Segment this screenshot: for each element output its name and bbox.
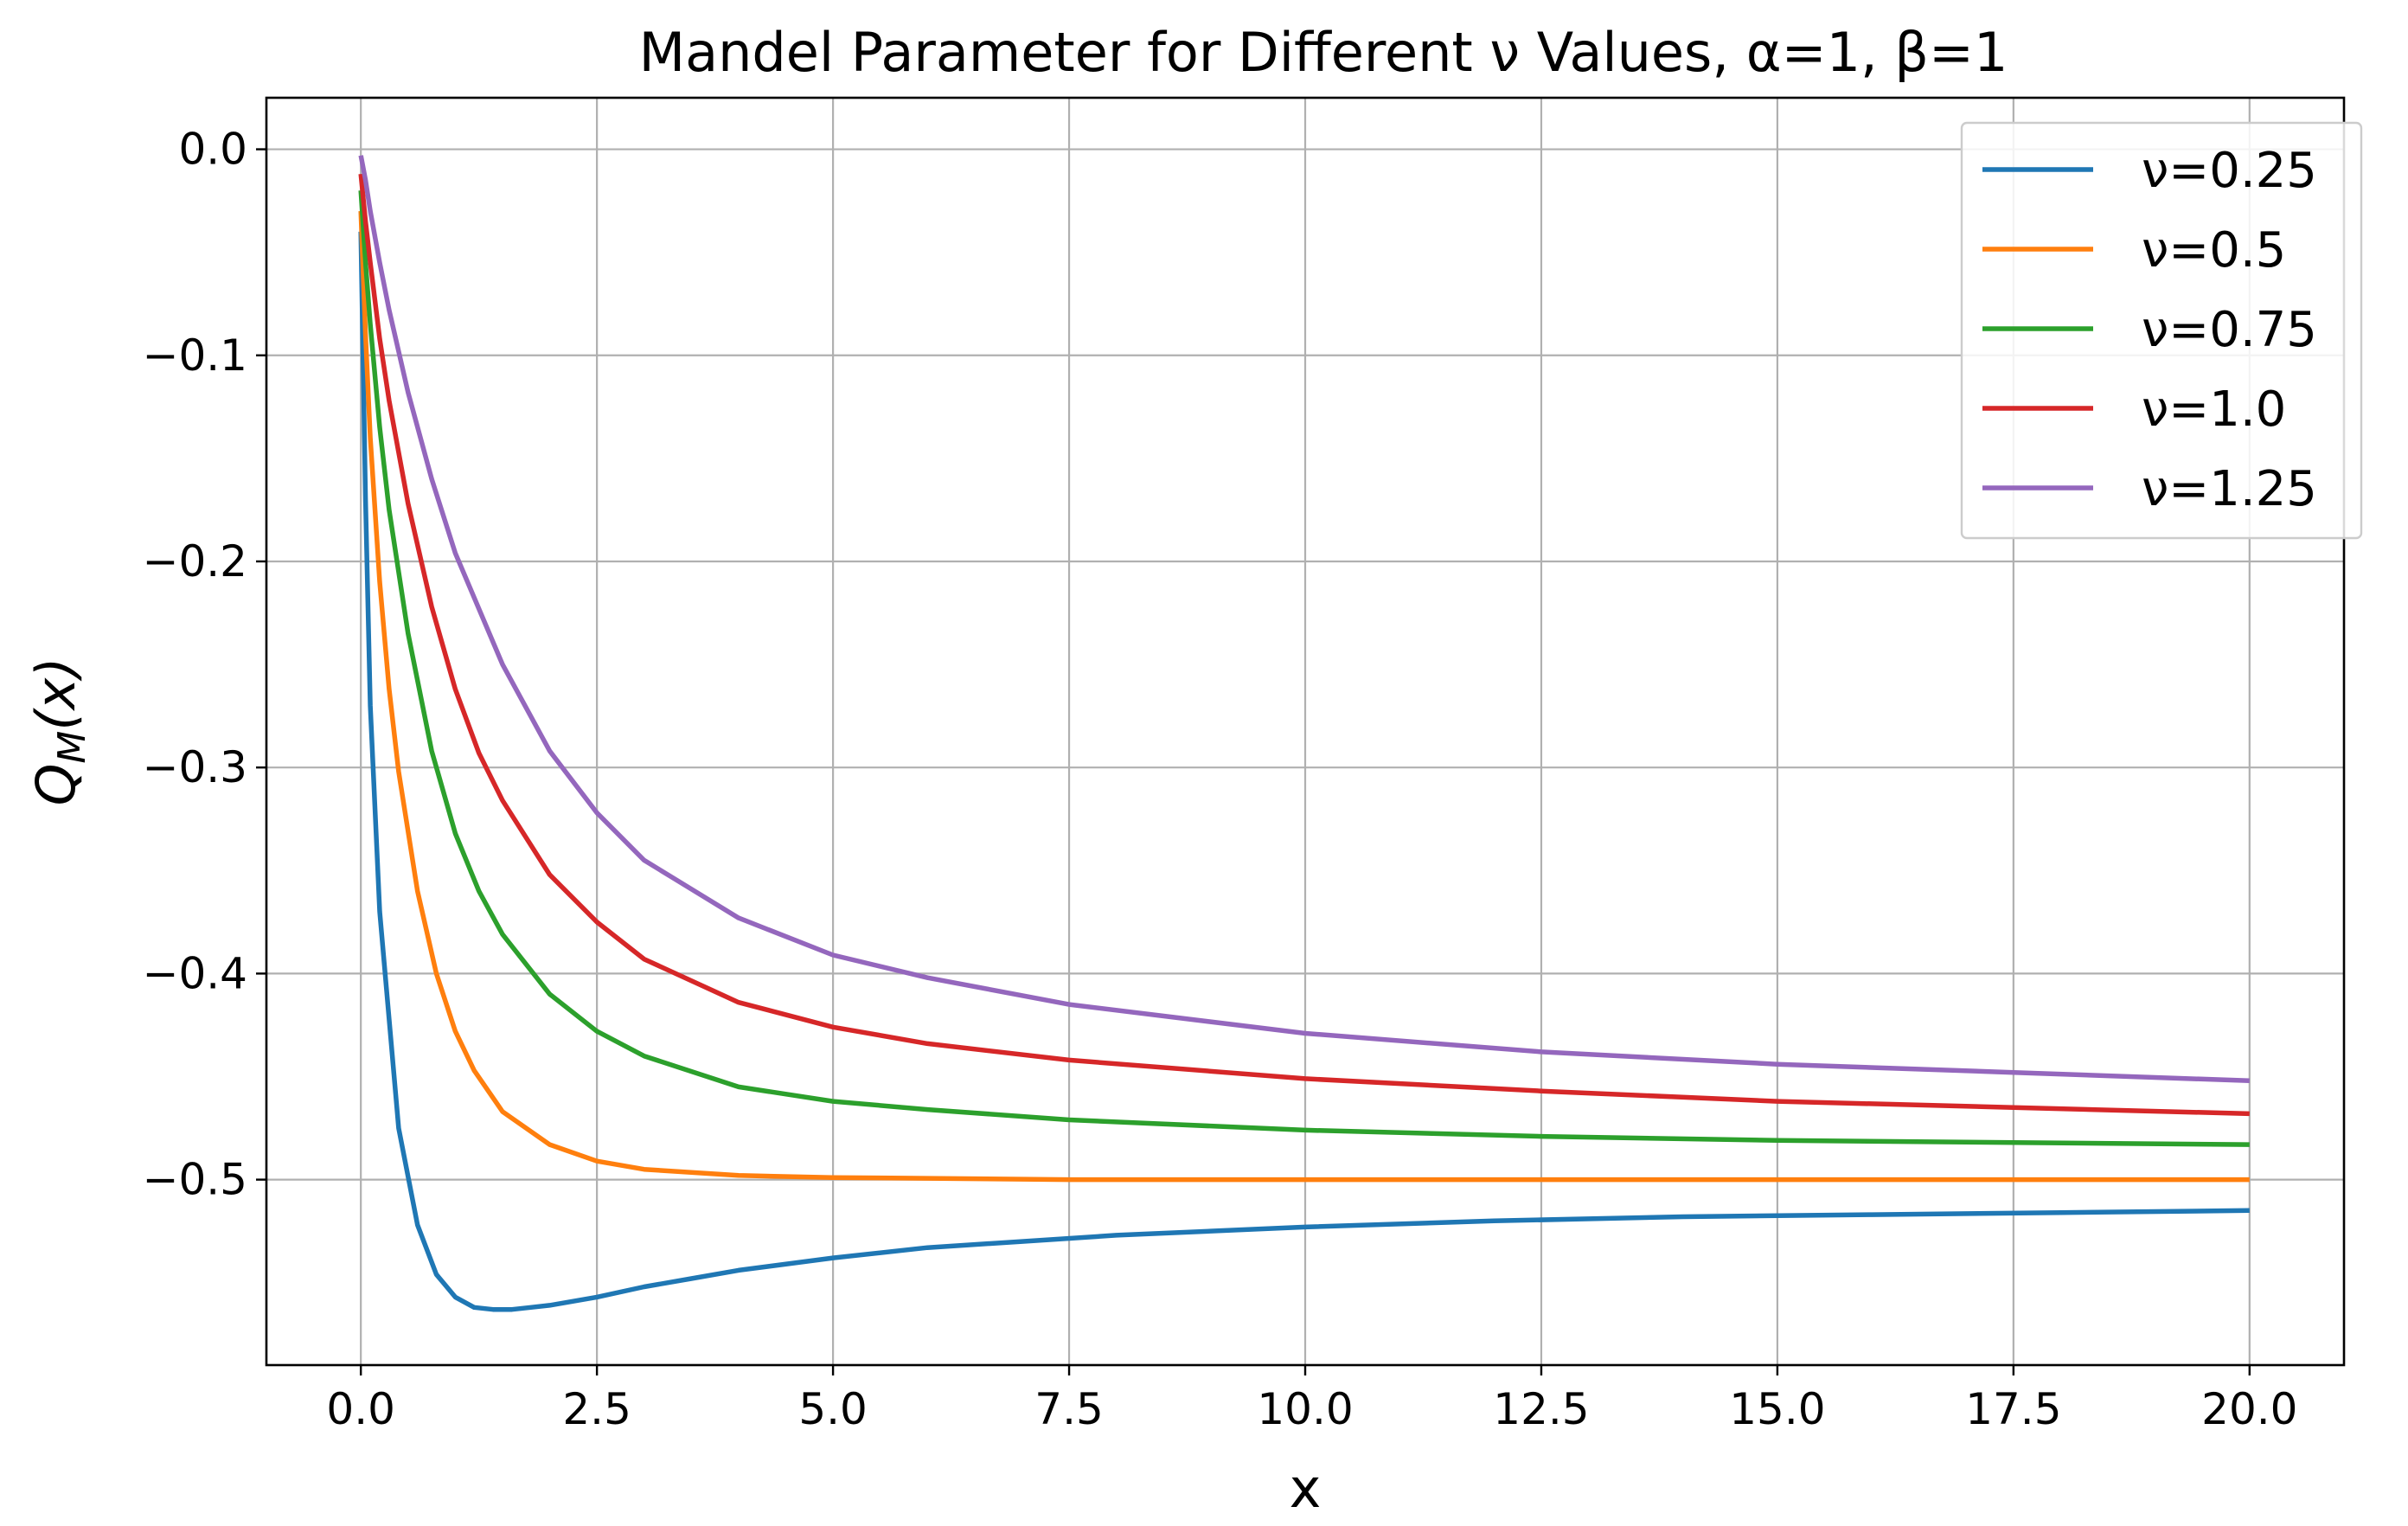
x-tick-label: 20.0 <box>2201 1384 2297 1434</box>
x-axis-label: x <box>1290 1457 1322 1520</box>
series-line-1 <box>358 231 2250 1312</box>
x-tick-label: 12.5 <box>1493 1384 1589 1434</box>
legend-label-2: ν=0.5 <box>2142 222 2286 279</box>
y-axis-label: QM(x) <box>24 657 94 806</box>
series-line-5 <box>358 155 2250 1084</box>
y-axis-label-arg: (x) <box>24 657 87 731</box>
x-tick-label: 17.5 <box>1965 1384 2061 1434</box>
series-line-3 <box>358 190 2250 1147</box>
x-tick-label: 5.0 <box>798 1384 868 1434</box>
x-tick-label: 2.5 <box>562 1384 631 1434</box>
y-tick-label: −0.5 <box>143 1155 247 1205</box>
series-group <box>358 155 2250 1312</box>
y-tick-label: −0.4 <box>143 948 247 998</box>
series-line-4 <box>358 173 2250 1117</box>
y-axis-label-main: Q <box>24 764 87 806</box>
y-axis-label-sub: M <box>50 731 94 764</box>
legend-box <box>1960 121 2363 540</box>
ticks: 0.0 2.5 5.0 7.5 10.0 12.5 15.0 17.5 20.0 0.0 −0.1 −… <box>143 125 2298 1434</box>
series-line-2 <box>358 210 2250 1183</box>
x-tick-label: 10.0 <box>1257 1384 1353 1434</box>
x-tick-label: 15.0 <box>1729 1384 1825 1434</box>
x-tick-label: 7.5 <box>1034 1384 1104 1434</box>
y-tick-label: −0.3 <box>143 742 247 792</box>
y-tick-label: 0.0 <box>178 125 247 175</box>
legend-label-3: ν=0.75 <box>2142 302 2317 358</box>
y-tick-label: −0.2 <box>143 536 247 587</box>
legend: ν=0.25 ν=0.5 ν=0.75 ν=1.0 ν=1.25 <box>1960 121 2363 540</box>
x-tick-label: 0.0 <box>326 1384 395 1434</box>
legend-label-1: ν=0.25 <box>2142 143 2317 199</box>
chart-title: Mandel Parameter for Different ν Values,… <box>639 21 2008 84</box>
y-tick-label: −0.1 <box>143 330 247 381</box>
legend-label-4: ν=1.0 <box>2142 382 2286 438</box>
legend-label-5: ν=1.25 <box>2142 461 2317 517</box>
